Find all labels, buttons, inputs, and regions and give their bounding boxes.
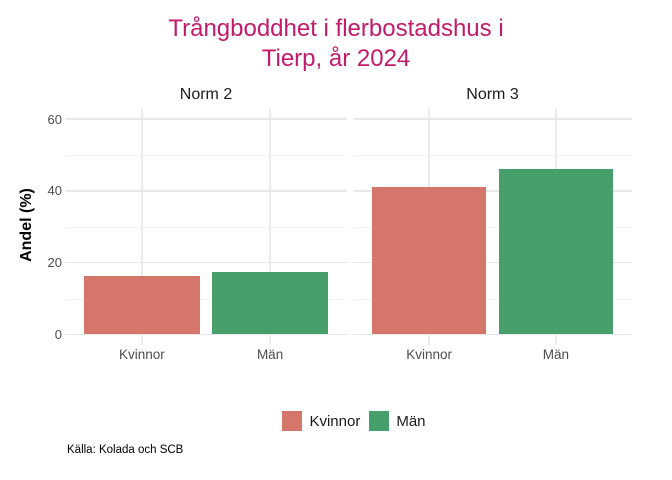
facet-label-norm-2: Norm 2 — [179, 86, 233, 103]
bar-norm-3-m-n — [498, 168, 613, 334]
legend: Kvinnor Män — [36, 411, 672, 431]
gridline-minor — [65, 298, 347, 300]
bar-norm-2-kvinnor — [84, 275, 200, 334]
gridline-major — [65, 118, 347, 120]
gridline-minor — [353, 298, 632, 300]
chart-title-line2: Tierp, år 2024 — [261, 45, 411, 72]
gridline-major — [353, 190, 632, 192]
legend-item-m-n: Män — [369, 411, 426, 431]
y-tick-label-20: 20 — [47, 255, 62, 271]
x-tick-label-norm-3-m-n: Män — [542, 347, 570, 362]
legend-label-kvinnor: Kvinnor — [309, 412, 361, 430]
gridline-vertical — [141, 108, 143, 345]
gridline-minor — [65, 226, 347, 228]
gridline-minor — [65, 154, 347, 156]
legend-swatch-m-n — [369, 411, 390, 431]
gridline-major — [353, 118, 632, 120]
x-tick-label-norm-3-kvinnor: Kvinnor — [406, 347, 452, 362]
legend-swatch-kvinnor — [282, 411, 303, 431]
gridline-minor — [353, 226, 632, 228]
y-tick-label-60: 60 — [47, 111, 62, 127]
gridline-major — [353, 333, 632, 336]
gridline-major — [65, 333, 347, 336]
bar-norm-3-kvinnor — [372, 186, 487, 334]
legend-item-kvinnor: Kvinnor — [282, 411, 360, 431]
gridline-minor — [353, 154, 632, 156]
legend-label-m-n: Män — [396, 412, 426, 430]
x-tick-label-norm-2-kvinnor: Kvinnor — [119, 347, 165, 362]
y-axis-title: Andel (%) — [18, 188, 35, 262]
gridline-vertical — [269, 108, 271, 345]
chart-title: Trångboddhet i flerbostadshus i Tierp, å… — [0, 14, 672, 74]
x-tick-label-norm-2-m-n: Män — [256, 347, 284, 362]
gridline-major — [65, 190, 347, 192]
y-tick-label-40: 40 — [47, 183, 62, 199]
facet-label-norm-3: Norm 3 — [466, 86, 519, 103]
chart-title-line1: Trångboddhet i flerbostadshus i — [168, 15, 504, 42]
y-tick-label-0: 0 — [54, 327, 62, 342]
gridline-major — [65, 261, 347, 264]
source-caption: Källa: Kolada och SCB — [67, 444, 184, 456]
bar-norm-2-m-n — [212, 271, 328, 334]
gridline-major — [353, 261, 632, 264]
